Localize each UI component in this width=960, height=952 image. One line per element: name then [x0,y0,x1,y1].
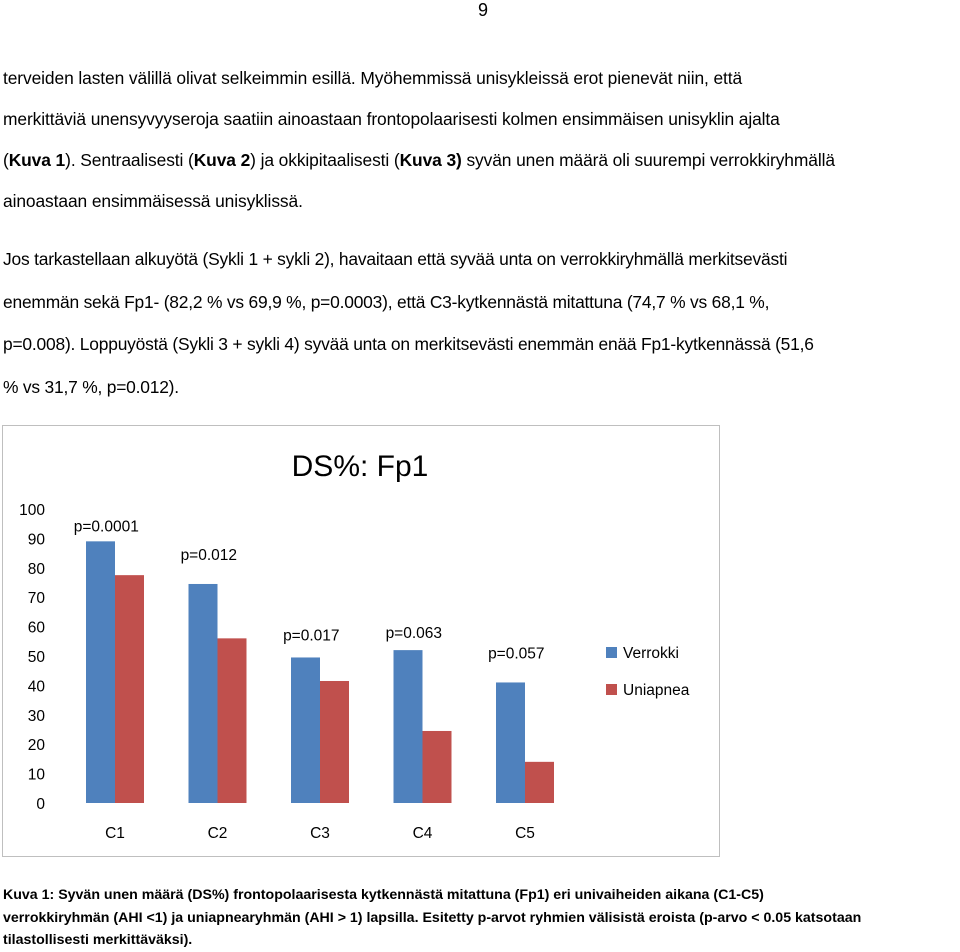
legend-swatch [606,647,617,658]
paragraph-2-line-3: p=0.008). Loppuyöstä (Sykli 3 + sykli 4)… [3,334,814,354]
bar-verrokki [496,682,525,803]
y-tick-label: 20 [28,737,46,754]
paragraph-1-line-4: ainoastaan ensimmäisessä unisyklissä. [3,191,303,211]
figure-reference-1: Kuva 1 [8,150,66,170]
paragraph-2-line-4: % vs 31,7 %, p=0.012). [3,376,179,397]
legend-label: Uniapnea [623,682,690,699]
x-tick-label: C1 [105,825,125,842]
paragraph-2-line-1: Jos tarkastellaan alkuyötä (Sykli 1 + sy… [3,249,788,269]
paragraph-2: Jos tarkastellaan alkuyötä (Sykli 1 + sy… [3,238,958,408]
paragraph-1: terveiden lasten välillä olivat selkeimm… [3,58,958,222]
bar-uniapnea [115,575,144,803]
p-value-label: p=0.0001 [74,518,139,535]
chart-title: DS%: Fp1 [292,450,429,483]
text-fragment: ). Sentraalisesti ( [65,150,194,170]
x-axis-ticks: C1 C2 C3 C4 C5 [105,825,535,842]
y-tick-label: 100 [19,502,45,519]
bar-uniapnea [217,638,247,803]
bar-verrokki [291,657,320,803]
y-tick-label: 30 [28,708,46,725]
bar-verrokki [86,541,115,803]
page-number: 9 [477,0,488,20]
y-tick-label: 50 [28,649,46,666]
caption-line-2: verrokkiryhmän (AHI <1) ja uniapnearyhmä… [3,909,862,926]
caption-line-1: Kuva 1: Syvän unen määrä (DS%) frontopol… [3,884,958,907]
figure-reference-2: Kuva 2 [193,150,251,170]
x-tick-label: C3 [310,825,330,842]
bar-verrokki [393,650,423,803]
bar-verrokki [188,583,218,803]
caption-line-3: tilastollisesti merkittäväksi). [3,932,193,948]
legend: Verrokki Uniapnea [606,645,690,699]
y-tick-label: 60 [28,620,46,637]
paragraph-1-line-3: (Kuva 1). Sentraalisesti (Kuva 2) ja okk… [3,140,958,181]
y-tick-label: 90 [28,531,46,548]
p-value-label: p=0.017 [283,627,339,644]
figure-reference-3: Kuva 3) [399,150,462,170]
x-tick-label: C4 [413,825,433,842]
p-value-annotations: p=0.0001 p=0.012 p=0.017 p=0.063 p=0.057 [74,518,545,662]
legend-label: Verrokki [623,645,679,662]
chart-container: DS%: Fp1 100 90 80 70 60 50 40 30 20 10 0 p=0.0001… [0,425,720,857]
caption-text: Syvän unen määrä (DS%) frontopolaarisest… [54,887,764,903]
bar-uniapnea [525,761,554,803]
paragraph-2-line-2: enemmän sekä Fp1- (82,2 % vs 69,9 %, p=0… [3,291,770,312]
p-value-label: p=0.012 [181,547,237,564]
paragraph-1-line-1: terveiden lasten välillä olivat selkeimm… [3,68,743,88]
text-fragment: ) ja okkipitaalisesti ( [250,150,400,170]
p-value-label: p=0.057 [488,645,544,662]
y-tick-label: 10 [28,767,46,784]
y-tick-label: 80 [28,561,46,578]
text-fragment: ( [3,150,9,170]
y-tick-label: 40 [28,678,46,695]
bar-uniapnea [422,730,452,803]
legend-swatch [606,684,617,695]
x-tick-label: C5 [515,825,535,842]
bars-group [86,541,554,803]
text-fragment: syvän unen määrä oli suurempi verrokkiry… [461,150,835,170]
x-tick-label: C2 [208,825,228,842]
y-tick-label: 70 [28,590,46,607]
paragraph-1-line-2: merkittäviä unensyvyyseroja saatiin aino… [3,109,780,129]
bar-uniapnea [320,680,349,803]
p-value-label: p=0.063 [386,625,442,642]
figure-caption: Kuva 1: Syvän unen määrä (DS%) frontopol… [3,884,958,952]
y-tick-label: 0 [36,796,45,813]
caption-label: Kuva 1: [3,887,55,903]
